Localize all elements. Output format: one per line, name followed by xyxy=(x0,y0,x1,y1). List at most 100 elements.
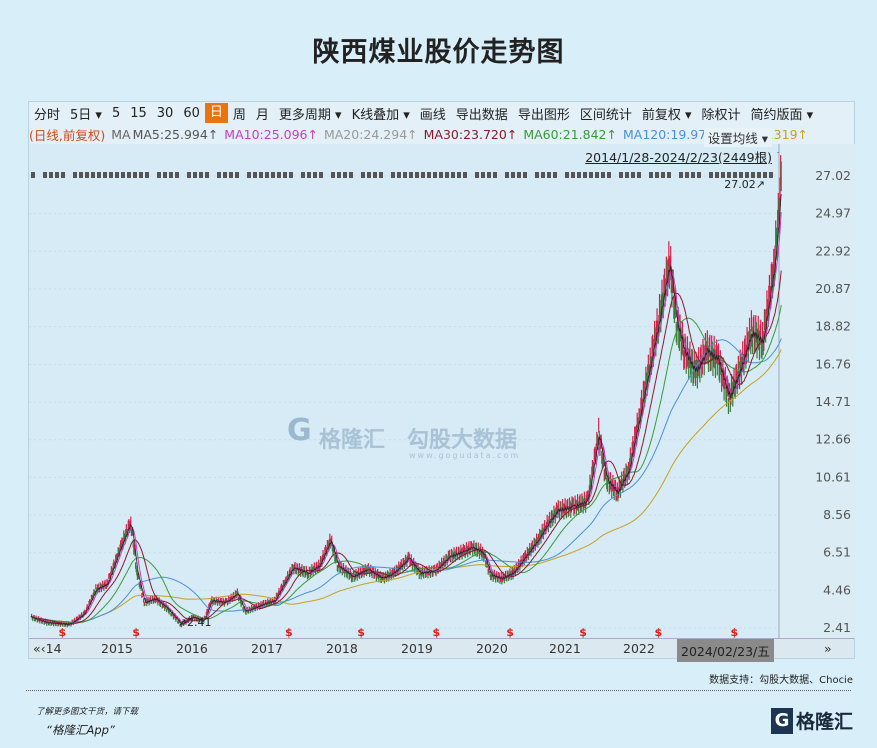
toolbar-item[interactable]: 前复权 ▾ xyxy=(641,107,692,123)
logo-text: 格隆汇 xyxy=(795,711,853,733)
toolbar-item[interactable]: 导出数据 xyxy=(455,107,508,123)
toolbar-item[interactable]: 5 xyxy=(111,105,121,121)
event-marker xyxy=(463,172,467,178)
event-marker xyxy=(349,172,353,178)
toolbar-item[interactable]: 日 xyxy=(204,103,228,123)
ma250-line xyxy=(30,349,782,623)
toolbar-item[interactable]: 月 xyxy=(255,107,269,123)
price-chart: 27.02 24.97 22.92 20.87 18.82 16.76 14.71 12.66… xyxy=(29,144,856,638)
promo-text: 了解更多图文干货，请下载 xyxy=(36,707,139,717)
y-tick-label: 4.46 xyxy=(823,582,851,597)
event-marker xyxy=(487,172,491,178)
event-marker xyxy=(175,172,179,178)
ma60-value: MA60:21.842↑ xyxy=(523,126,617,142)
x-tick-label: 2016 xyxy=(176,641,208,656)
event-marker xyxy=(205,172,209,178)
y-tick-label: 8.56 xyxy=(823,507,851,522)
event-marker xyxy=(439,172,443,178)
event-marker xyxy=(289,172,293,178)
event-marker xyxy=(73,172,77,178)
promo-app: “格隆汇App” xyxy=(46,723,115,737)
event-marker xyxy=(283,172,287,178)
event-marker xyxy=(577,172,581,178)
event-marker xyxy=(253,172,257,178)
toolbar-item[interactable]: 画线 xyxy=(419,107,446,123)
event-marker xyxy=(691,172,695,178)
page-title: 陕西煤业股价走势图 xyxy=(312,37,565,68)
dividend-marker-icon: $ xyxy=(506,626,514,638)
y-tick-label: 16.76 xyxy=(815,356,851,371)
toolbar-item[interactable]: 60 xyxy=(183,105,200,121)
ma5-line xyxy=(30,193,782,626)
event-marker xyxy=(409,172,413,178)
toolbar-item[interactable]: 区间统计 xyxy=(579,107,632,123)
event-marker xyxy=(547,172,551,178)
event-marker xyxy=(619,172,623,178)
event-marker xyxy=(475,172,479,178)
scroll-left-button[interactable]: «‹14 xyxy=(33,641,62,656)
x-tick-label: 2020 xyxy=(476,641,508,656)
toolbar-item[interactable]: 15 xyxy=(130,105,147,121)
toolbar-item[interactable]: 周 xyxy=(232,107,246,123)
event-marker xyxy=(139,172,143,178)
event-marker xyxy=(31,172,35,178)
event-marker xyxy=(337,172,341,178)
ma120-line xyxy=(30,338,782,623)
event-marker xyxy=(649,172,653,178)
toolbar-item[interactable]: 5日 ▾ xyxy=(70,107,102,123)
event-marker xyxy=(379,172,383,178)
event-marker xyxy=(451,172,455,178)
toolbar-item[interactable]: 更多周期 ▾ xyxy=(278,107,342,123)
event-marker xyxy=(637,172,641,178)
set-ma-dropdown[interactable]: 设置均线 ▾ xyxy=(703,128,772,147)
x-tick-label: 2017 xyxy=(251,641,283,656)
toolbar-item[interactable]: 导出图形 xyxy=(517,107,570,123)
ma10-value: MA10:25.096↑ xyxy=(224,126,318,142)
y-tick-label: 24.97 xyxy=(815,206,851,221)
dividend-marker-icon: $ xyxy=(285,626,293,638)
event-marker xyxy=(697,172,701,178)
event-marker xyxy=(445,172,449,178)
x-tick-label: 2019 xyxy=(401,641,433,656)
ma5-value: MA5:25.994↑ xyxy=(132,126,219,142)
event-marker xyxy=(193,172,197,178)
toolbar-item[interactable]: 简约版面 ▾ xyxy=(750,107,814,123)
event-marker xyxy=(667,172,671,178)
ma30-line xyxy=(30,270,782,625)
event-marker xyxy=(721,172,725,178)
event-marker xyxy=(553,172,557,178)
watermark: 勾股大数据 xyxy=(407,427,517,453)
event-marker xyxy=(433,172,437,178)
ma20-value: MA20:24.294↑ xyxy=(323,126,418,142)
event-marker xyxy=(625,172,629,178)
dividend-marker-icon: $ xyxy=(132,626,140,638)
event-marker xyxy=(427,172,431,178)
event-marker xyxy=(757,172,761,178)
toolbar-item[interactable]: 除权计 xyxy=(701,107,741,123)
y-tick-label: 27.02 xyxy=(815,168,851,183)
event-marker xyxy=(55,172,59,178)
y-tick-label: 2.41 xyxy=(823,620,851,635)
toolbar-item[interactable]: K线叠加 ▾ xyxy=(351,107,410,123)
scroll-right-button[interactable]: » xyxy=(824,641,832,656)
dividend-marker-icon: $ xyxy=(730,626,738,638)
logo-icon: G xyxy=(770,707,793,734)
ma60-line xyxy=(30,305,782,624)
event-marker xyxy=(145,172,149,178)
event-marker xyxy=(115,172,119,178)
toolbar-item[interactable]: 分时 xyxy=(34,107,61,123)
x-tick-label: 2022 xyxy=(623,641,655,656)
event-marker xyxy=(493,172,497,178)
event-marker xyxy=(565,172,569,178)
period-label: (日线,前复权) xyxy=(29,127,106,143)
ma-label: MA xyxy=(111,126,131,142)
event-marker xyxy=(187,172,191,178)
toolbar-item[interactable]: 30 xyxy=(156,105,174,121)
event-marker xyxy=(91,172,95,178)
y-tick-label: 12.66 xyxy=(815,432,851,447)
event-marker xyxy=(583,172,587,178)
event-marker xyxy=(607,172,611,178)
dividend-marker-icon: $ xyxy=(357,626,365,638)
event-marker xyxy=(481,172,485,178)
event-marker xyxy=(505,172,509,178)
